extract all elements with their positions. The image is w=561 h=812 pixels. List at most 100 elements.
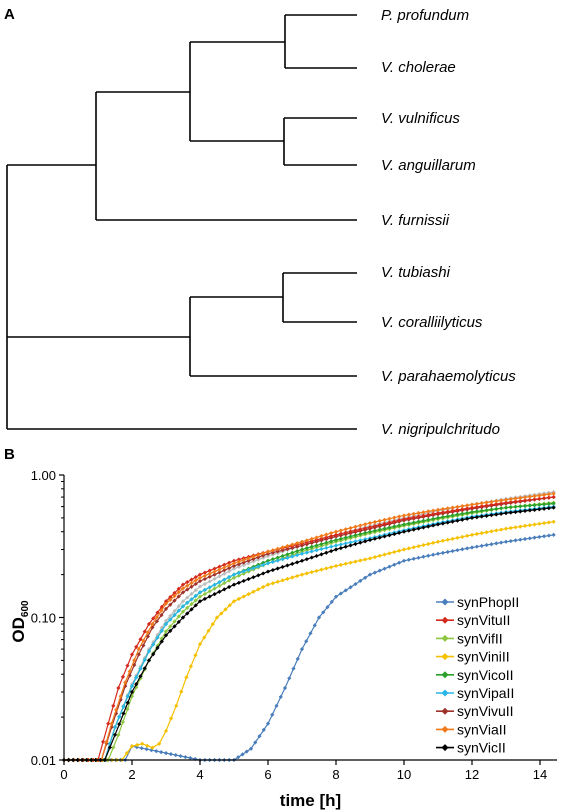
data-point (231, 572, 237, 577)
data-point (499, 506, 504, 511)
data-point (537, 502, 542, 507)
data-point (197, 642, 203, 647)
data-point (240, 752, 245, 757)
data-point (189, 591, 194, 596)
data-point (372, 519, 377, 525)
data-point (290, 554, 295, 559)
data-point (117, 722, 122, 727)
data-point (151, 642, 156, 647)
data-point (168, 597, 173, 602)
data-point (416, 544, 421, 549)
data-point (319, 536, 324, 541)
data-point (231, 558, 237, 563)
legend-label: synViaII (457, 721, 507, 737)
data-point (212, 582, 217, 587)
data-point (207, 574, 212, 579)
data-point (348, 540, 353, 545)
data-point (236, 559, 241, 564)
data-point (537, 496, 542, 501)
data-point (537, 534, 542, 540)
data-point (406, 528, 411, 533)
data-point (421, 542, 426, 548)
data-point (189, 577, 194, 582)
data-point (155, 645, 160, 650)
data-point (343, 561, 348, 566)
data-point (401, 522, 407, 527)
data-point (285, 543, 290, 549)
data-point (285, 555, 290, 560)
data-point (189, 584, 194, 589)
data-point (324, 532, 329, 537)
data-point (494, 512, 499, 517)
data-point (338, 546, 343, 551)
data-point (123, 680, 128, 685)
data-point (484, 513, 489, 518)
data-point (363, 557, 368, 562)
data-point (304, 557, 309, 562)
data-point (202, 587, 207, 592)
data-point (401, 529, 407, 534)
data-point (132, 658, 137, 663)
data-point (159, 639, 164, 644)
data-point (316, 615, 322, 620)
data-point (146, 649, 152, 654)
data-point (185, 583, 190, 588)
data-point (469, 532, 475, 537)
data-point (265, 561, 271, 566)
data-point (193, 578, 198, 583)
data-point (256, 555, 261, 560)
data-point (363, 539, 368, 544)
data-point (460, 503, 465, 509)
x-tick-label: 0 (60, 767, 67, 782)
data-point (256, 552, 261, 558)
data-point (343, 541, 348, 546)
data-point (144, 747, 149, 752)
data-point (358, 538, 363, 543)
data-point (551, 519, 556, 524)
data-point (474, 531, 479, 537)
data-point (172, 624, 177, 629)
data-point (445, 549, 450, 555)
data-point (440, 538, 445, 543)
data-point (387, 525, 392, 530)
y-axis-title-main: OD (9, 617, 28, 643)
data-point (416, 510, 421, 516)
data-point (333, 547, 339, 552)
data-point (142, 629, 147, 634)
data-point (435, 511, 441, 516)
data-point (546, 492, 551, 497)
data-point (146, 621, 152, 627)
data-point (319, 567, 324, 572)
data-point (197, 599, 203, 604)
data-point (494, 541, 499, 546)
series-synVicII (61, 505, 556, 763)
data-point (244, 749, 249, 754)
data-point (189, 602, 194, 607)
data-point (193, 581, 198, 587)
data-point (397, 560, 402, 565)
data-point (431, 552, 436, 557)
data-point (114, 707, 119, 713)
data-point (329, 531, 334, 536)
data-point (197, 572, 203, 577)
data-point (431, 523, 436, 528)
data-point (217, 583, 222, 588)
data-point (197, 590, 203, 595)
data-point (299, 551, 305, 556)
data-point (397, 530, 402, 535)
data-point (172, 613, 177, 618)
data-point (455, 535, 460, 540)
data-point (484, 508, 489, 513)
data-point (236, 573, 241, 578)
data-point (372, 528, 377, 533)
data-point (223, 607, 228, 612)
data-point (304, 546, 309, 551)
data-point (353, 541, 358, 547)
data-point (265, 582, 271, 587)
data-point (435, 539, 441, 544)
data-point (231, 582, 237, 587)
data-point (180, 615, 186, 620)
data-point (180, 586, 186, 591)
data-point (382, 534, 387, 539)
data-point (217, 580, 222, 585)
